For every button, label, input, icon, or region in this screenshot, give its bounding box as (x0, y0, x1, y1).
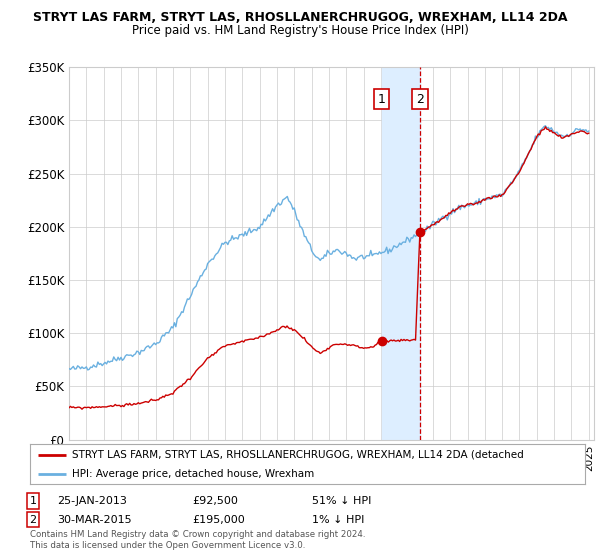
Text: 30-MAR-2015: 30-MAR-2015 (57, 515, 131, 525)
Bar (382, 67, 420, 440)
Text: £92,500: £92,500 (192, 496, 238, 506)
Text: Contains HM Land Registry data © Crown copyright and database right 2024.: Contains HM Land Registry data © Crown c… (30, 530, 365, 539)
Text: HPI: Average price, detached house, Wrexham: HPI: Average price, detached house, Wrex… (71, 469, 314, 479)
Text: STRYT LAS FARM, STRYT LAS, RHOSLLANERCHRUGOG, WREXHAM, LL14 2DA: STRYT LAS FARM, STRYT LAS, RHOSLLANERCHR… (33, 11, 567, 24)
Text: 2: 2 (29, 515, 37, 525)
Text: 1% ↓ HPI: 1% ↓ HPI (312, 515, 364, 525)
Text: Price paid vs. HM Land Registry's House Price Index (HPI): Price paid vs. HM Land Registry's House … (131, 24, 469, 36)
Text: £195,000: £195,000 (192, 515, 245, 525)
Text: This data is licensed under the Open Government Licence v3.0.: This data is licensed under the Open Gov… (30, 541, 305, 550)
Text: 2: 2 (416, 92, 424, 106)
Text: 1: 1 (378, 92, 386, 106)
Text: 51% ↓ HPI: 51% ↓ HPI (312, 496, 371, 506)
Text: 25-JAN-2013: 25-JAN-2013 (57, 496, 127, 506)
Text: 1: 1 (29, 496, 37, 506)
Text: STRYT LAS FARM, STRYT LAS, RHOSLLANERCHRUGOG, WREXHAM, LL14 2DA (detached: STRYT LAS FARM, STRYT LAS, RHOSLLANERCHR… (71, 450, 523, 460)
